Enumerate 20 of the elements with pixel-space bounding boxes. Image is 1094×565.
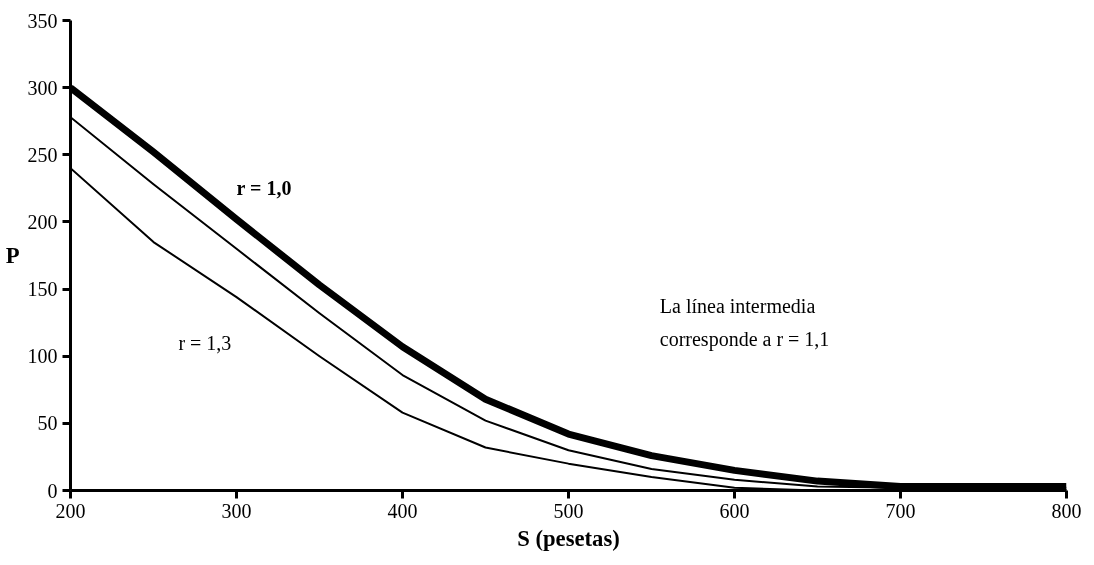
x-tick-label: 300 (221, 499, 252, 522)
x-tick-label: 700 (885, 499, 916, 522)
y-tick-label: 300 (27, 76, 58, 99)
y-tick-label: 250 (27, 143, 58, 166)
y-tick-label: 100 (27, 345, 58, 368)
annotation: r = 1,3 (178, 331, 232, 354)
y-tick-label: 0 (47, 479, 58, 502)
x-tick-label: 500 (553, 499, 584, 522)
annotation: r = 1,0 (236, 177, 292, 200)
y-tick-label: 150 (27, 278, 58, 301)
x-tick-label: 600 (719, 499, 750, 522)
y-tick-label: 350 (27, 9, 58, 32)
y-tick-label: 200 (27, 210, 58, 233)
y-axis-title: P (5, 243, 20, 268)
annotation: La línea intermedia corresponde a r = 1,1 (659, 295, 830, 352)
x-tick-label: 800 (1051, 499, 1082, 522)
y-tick-label: 50 (37, 412, 58, 435)
x-tick-label: 400 (387, 499, 418, 522)
x-axis-title: S (pesetas) (517, 525, 620, 551)
x-tick-label: 200 (55, 499, 86, 522)
